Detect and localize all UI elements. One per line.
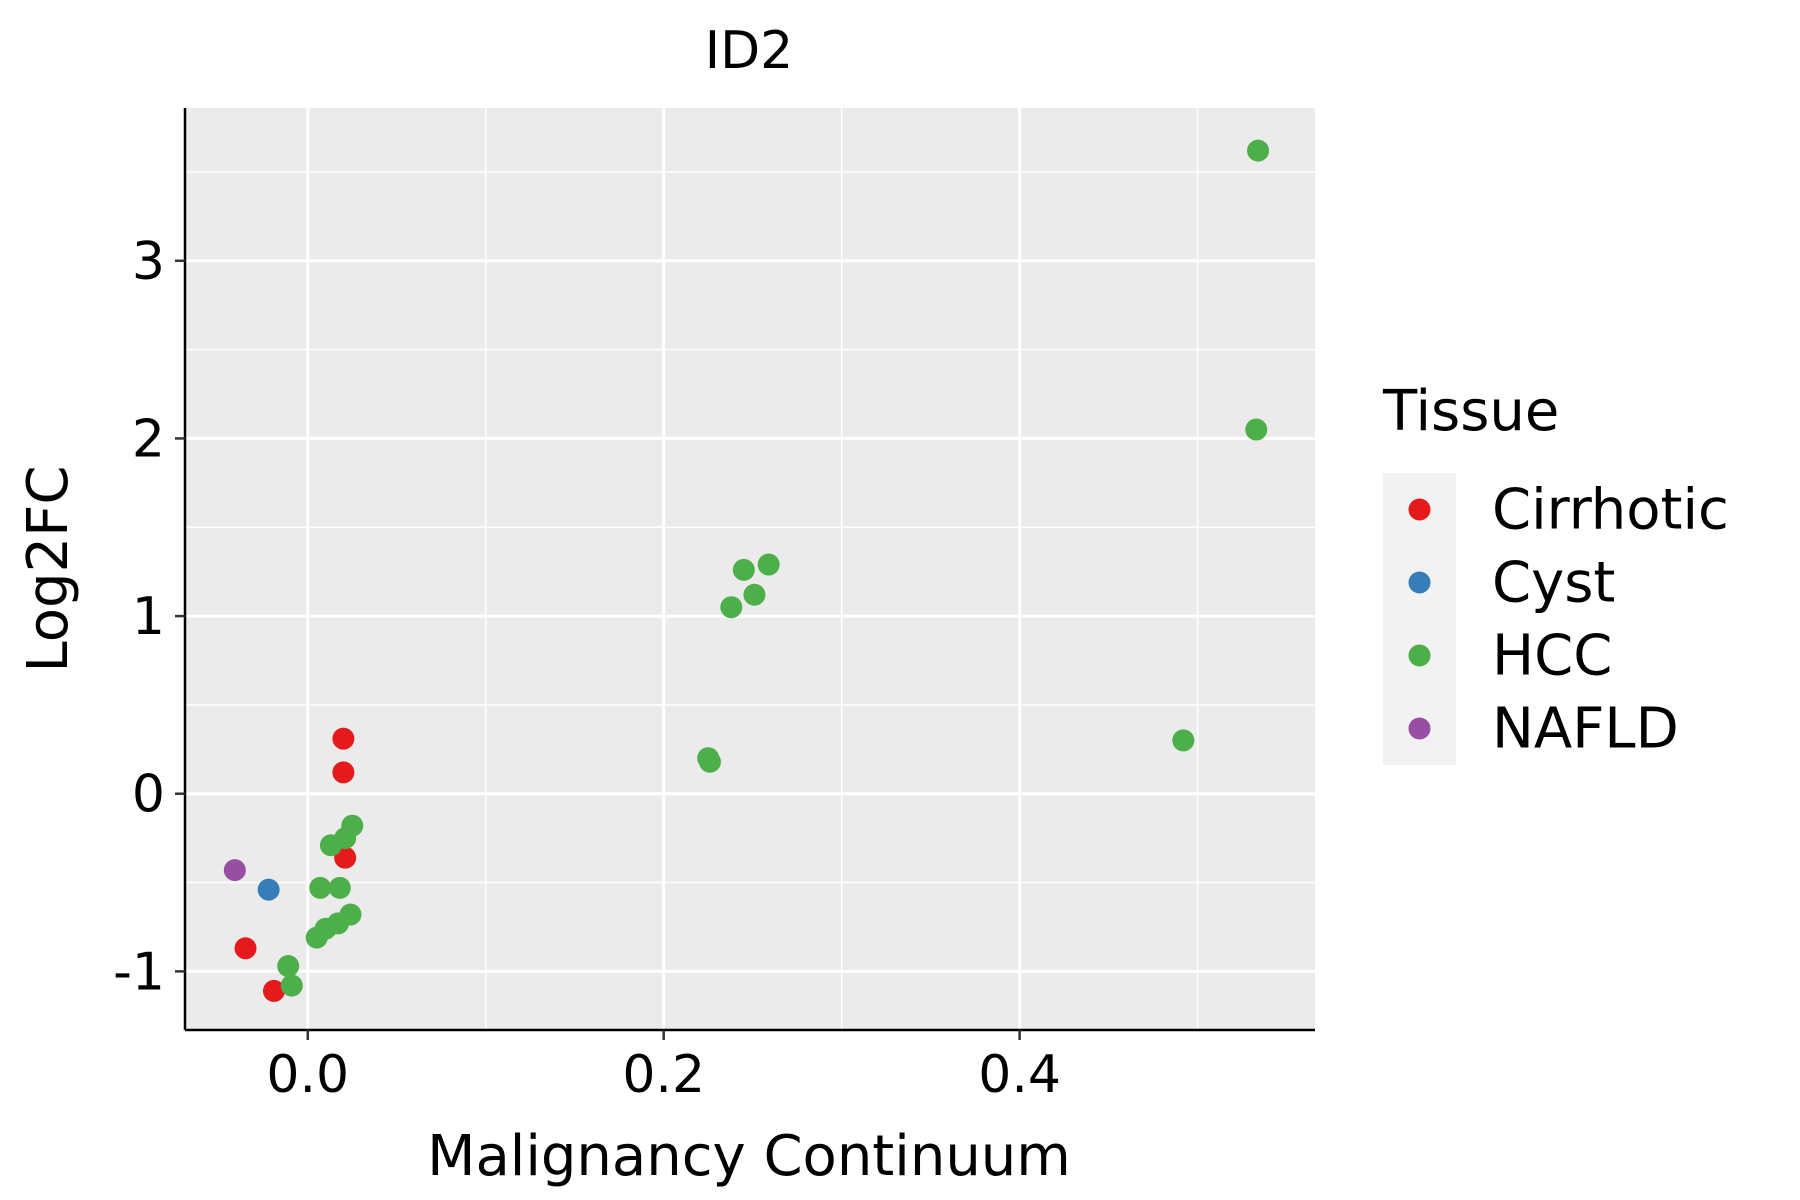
- y-tick-label: 3: [132, 232, 165, 292]
- point-hcc: [732, 558, 755, 581]
- point-cirrhotic: [262, 979, 285, 1002]
- legend-label-nafld: NAFLD: [1492, 697, 1679, 762]
- point-cirrhotic: [332, 761, 355, 784]
- legend-key-background: [1383, 473, 1456, 765]
- x-tick-label: 0.4: [978, 1045, 1061, 1105]
- data-points: [223, 139, 1270, 1002]
- x-tick-label: 0.2: [622, 1045, 705, 1105]
- point-hcc: [305, 926, 328, 949]
- major-gridlines: [185, 108, 1315, 1030]
- y-tick-label: 2: [132, 409, 165, 469]
- legend-key-hcc: [1408, 644, 1431, 667]
- point-hcc: [1172, 729, 1195, 752]
- legend-key-nafld: [1408, 717, 1431, 740]
- legend-title: Tissue: [1382, 379, 1559, 444]
- y-axis-label: Log2FC: [16, 466, 81, 673]
- legend-label-cyst: Cyst: [1492, 551, 1615, 616]
- point-cirrhotic: [332, 727, 355, 750]
- y-tick-label: 1: [132, 587, 165, 647]
- point-cirrhotic: [334, 846, 357, 869]
- point-hcc: [1247, 139, 1270, 162]
- point-hcc: [757, 553, 780, 576]
- point-hcc: [698, 750, 721, 773]
- legend-key-cirrhotic: [1408, 498, 1431, 521]
- point-hcc: [319, 834, 342, 857]
- x-axis-ticks: 0.0 0.2 0.4: [266, 1030, 1061, 1105]
- point-hcc: [328, 876, 351, 899]
- x-axis-label: Malignancy Continuum: [427, 1124, 1071, 1189]
- point-cyst: [257, 878, 280, 901]
- point-hcc: [277, 955, 300, 978]
- chart-title: ID2: [705, 21, 793, 81]
- legend-label-hcc: HCC: [1492, 624, 1612, 689]
- legend-key-cyst: [1408, 571, 1431, 594]
- point-hcc: [1245, 418, 1268, 441]
- y-tick-label: -1: [113, 942, 165, 1002]
- legend: Tissue Cirrhotic Cyst HCC NAFLD: [1382, 379, 1729, 765]
- point-nafld: [223, 859, 246, 882]
- point-cirrhotic: [234, 937, 257, 960]
- point-hcc: [720, 596, 743, 619]
- y-axis-ticks: -1 0 1 2 3: [113, 232, 185, 1002]
- point-hcc: [743, 583, 766, 606]
- legend-label-cirrhotic: Cirrhotic: [1492, 478, 1729, 543]
- y-tick-label: 0: [132, 765, 165, 825]
- x-tick-label: 0.0: [266, 1045, 349, 1105]
- point-hcc: [309, 876, 332, 899]
- point-hcc: [280, 974, 303, 997]
